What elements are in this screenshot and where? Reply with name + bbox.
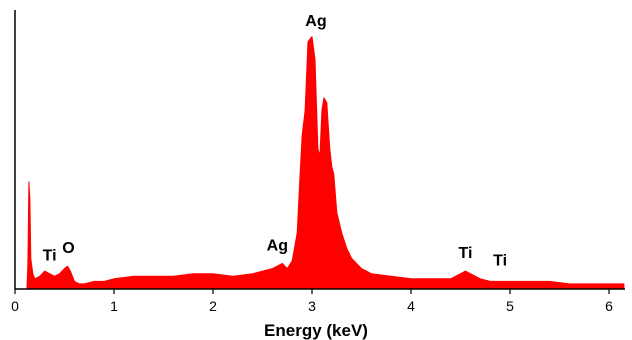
x-tick-label-5: 5 (506, 298, 514, 314)
plot-area (26, 36, 625, 290)
peak-labels: Ti O Ag Ag Ti Ti (43, 13, 507, 270)
x-ticks: 0 1 2 3 4 5 6 (11, 289, 613, 314)
x-tick-label-3: 3 (308, 298, 316, 314)
x-tick-label-6: 6 (605, 298, 613, 314)
peak-label-2: Ag (267, 237, 288, 254)
peak-label-0: Ti (43, 248, 57, 265)
x-tick-label-4: 4 (407, 298, 415, 314)
x-tick-label-0: 0 (11, 298, 19, 314)
x-tick-label-1: 1 (110, 298, 118, 314)
peak-label-5: Ti (493, 253, 507, 270)
peak-label-4: Ti (458, 245, 472, 262)
spectrum-area (26, 36, 625, 290)
axes (14, 10, 625, 290)
x-tick-label-2: 2 (209, 298, 217, 314)
peak-label-3: Ag (305, 13, 326, 30)
peak-label-1: O (62, 240, 74, 257)
x-axis-title: Energy (keV) (264, 321, 368, 340)
